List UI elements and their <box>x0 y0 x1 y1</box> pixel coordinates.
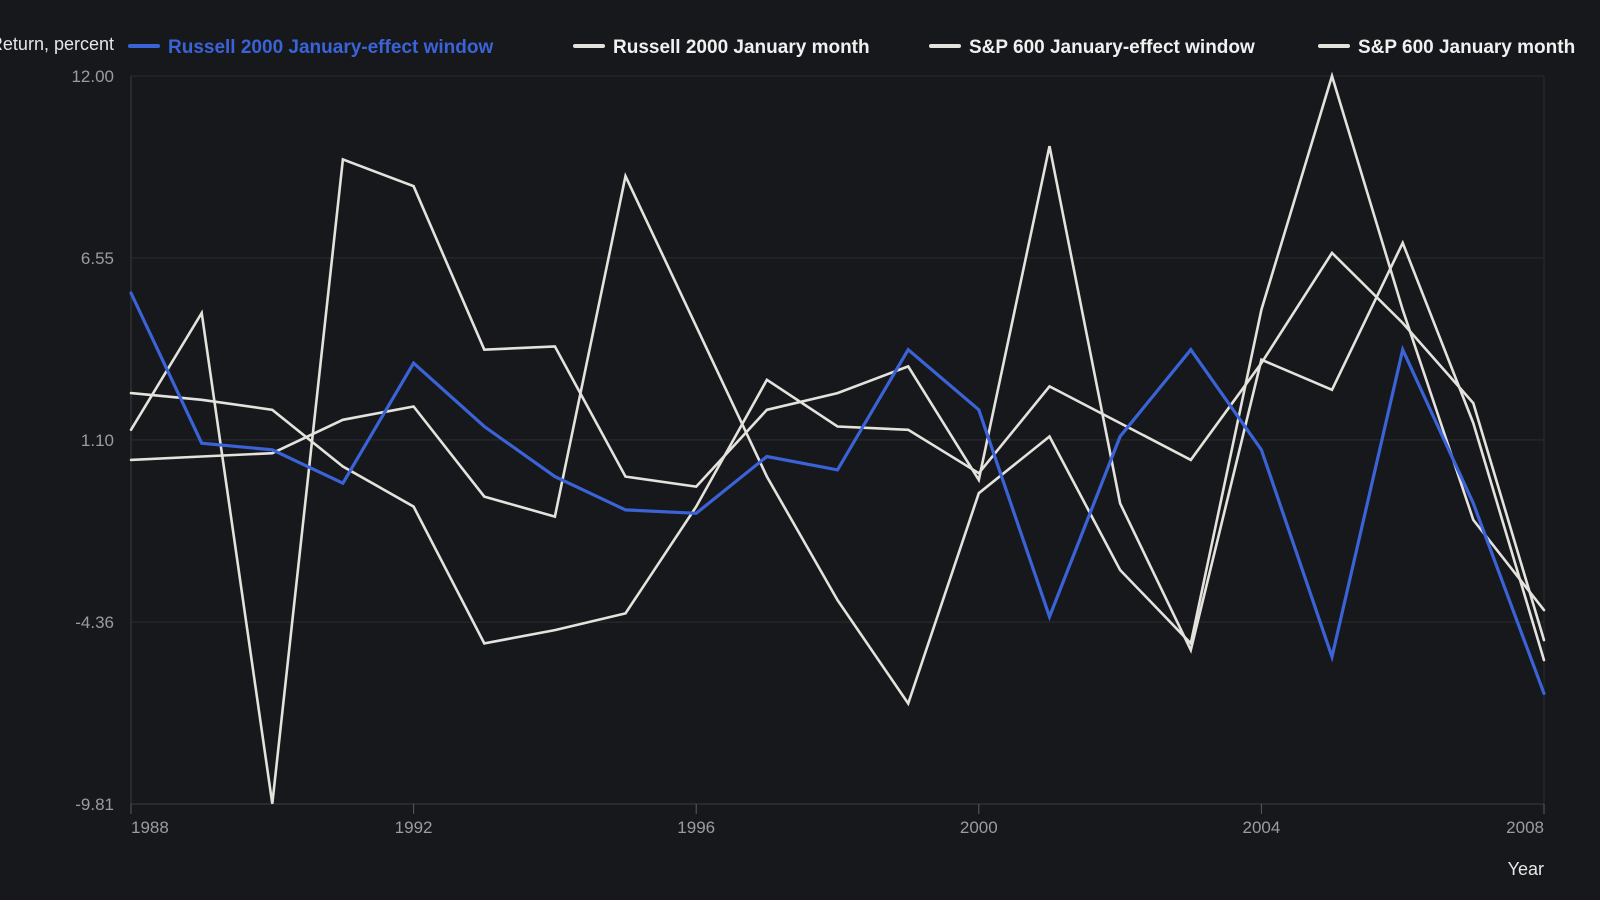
legend-label: S&P 600 January month <box>1358 37 1575 58</box>
series <box>129 71 1546 804</box>
x-tick-label: 2008 <box>1506 818 1544 837</box>
axes: 12.00 6.55 1.10 -4.36 -9.81 1988 1992 1996 2000 2… <box>71 67 1545 837</box>
y-tick-label: 12.00 <box>71 67 114 86</box>
x-tick-label: 1988 <box>131 818 169 837</box>
x-axis-title: Year <box>1508 859 1544 879</box>
y-tick-label: -4.36 <box>75 613 114 632</box>
x-tick-label: 1996 <box>677 818 715 837</box>
series-line-russell-2000-january-month <box>129 145 1546 804</box>
legend-label: Russell 2000 January-effect window <box>168 37 493 58</box>
series-line-s-p-600-january-month <box>129 250 1546 645</box>
x-tick-label: 2004 <box>1242 818 1280 837</box>
legend: Russell 2000 January-effect window Russel… <box>128 37 1575 58</box>
y-axis-title: Return, percent <box>0 34 114 54</box>
legend-label: S&P 600 January-effect window <box>969 37 1255 58</box>
legend-label: Russell 2000 January month <box>613 37 870 58</box>
y-tick-label: 6.55 <box>81 249 114 268</box>
y-tick-label: -9.81 <box>75 795 114 814</box>
grid <box>131 75 1545 805</box>
x-tick-label: 1992 <box>395 818 433 837</box>
y-tick-label: 1.10 <box>81 431 114 450</box>
series-line-russell-2000-january-effect-window <box>129 291 1546 696</box>
x-tick-label: 2000 <box>960 818 998 837</box>
series-line-s-p-600-january-effect-window <box>129 71 1546 707</box>
